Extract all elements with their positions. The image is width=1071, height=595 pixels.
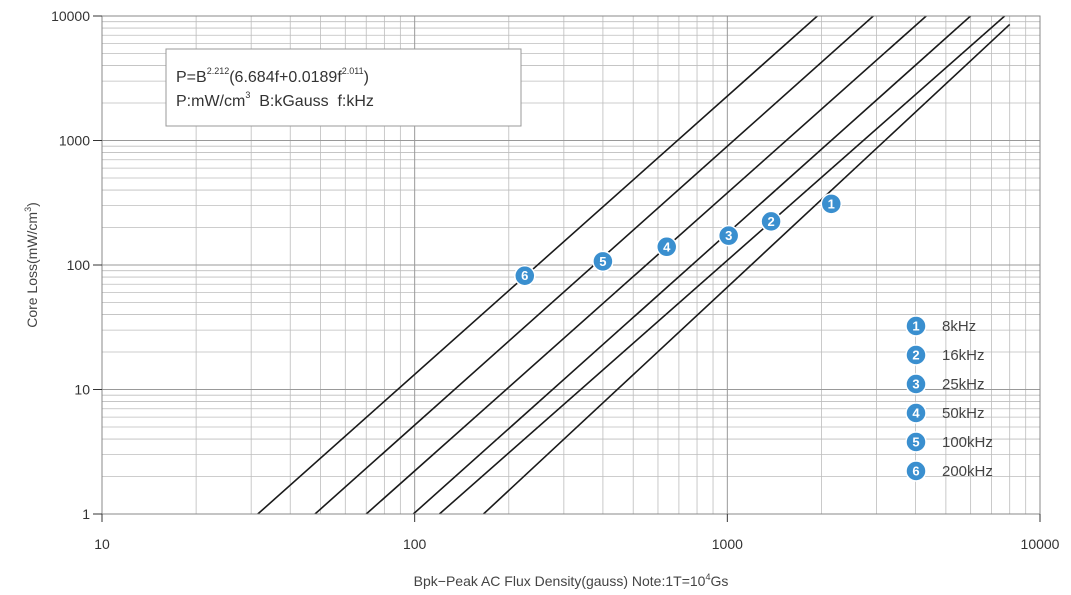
legend-label: 25kHz	[942, 376, 985, 393]
legend-marker-25kHz-circle	[905, 373, 927, 395]
legend-marker-50kHz-number: 4	[912, 406, 920, 421]
series-marker-25kHz: 3	[717, 224, 740, 247]
series-line-50kHz	[365, 16, 928, 514]
legend-marker-50kHz: 4	[905, 402, 927, 424]
formula-line-2: P:mW/cm3 B:kGauss f:kHz	[176, 90, 374, 110]
legend-marker-16kHz: 2	[905, 344, 927, 366]
legend-marker-100kHz-circle	[905, 431, 927, 453]
x-tick-label: 10000	[1021, 536, 1060, 552]
series-lines	[257, 16, 1011, 514]
legend-marker-200kHz-circle	[905, 460, 927, 482]
formula-box: P=B2.212(6.684f+0.0189f2.011) P:mW/cm3 B…	[165, 48, 522, 127]
y-tick-label: 1	[82, 506, 90, 522]
legend-marker-16kHz-circle	[905, 344, 927, 366]
series-marker-50kHz-circle	[655, 236, 678, 258]
series-marker-25kHz-circle	[717, 224, 740, 247]
y-axis-label: Core Loss(mW/cm3)	[23, 202, 40, 328]
series-markers: 1 2 3 4 5 6	[514, 193, 843, 287]
legend: 1 8kHz 2 16kHz 3 25kHz 4 50kHz 5 100kHz 6 200kHz	[905, 315, 993, 482]
legend-label: 200kHz	[942, 463, 993, 480]
series-line-8kHz	[482, 23, 1011, 514]
legend-label: 50kHz	[942, 405, 985, 422]
y-tick-label: 10	[74, 382, 90, 398]
y-tick-label: 10000	[51, 8, 90, 24]
formula-line-1: P=B2.212(6.684f+0.0189f2.011)	[176, 66, 369, 86]
legend-label: 100kHz	[942, 434, 993, 451]
series-marker-100kHz-number: 5	[599, 254, 606, 269]
legend-marker-200kHz: 6	[905, 460, 927, 482]
series-marker-50kHz-number: 4	[663, 239, 671, 254]
series-marker-25kHz-number: 3	[725, 228, 732, 243]
series-marker-16kHz-circle	[760, 210, 782, 233]
series-marker-200kHz: 6	[514, 264, 536, 287]
legend-marker-8kHz-number: 1	[912, 319, 919, 334]
legend-marker-200kHz-number: 6	[912, 464, 919, 479]
series-marker-8kHz: 1	[820, 193, 843, 215]
series-marker-8kHz-number: 1	[828, 196, 835, 211]
series-line-200kHz	[257, 16, 819, 514]
legend-label: 16kHz	[942, 347, 985, 364]
x-tick-label: 10	[94, 536, 110, 552]
legend-marker-16kHz-number: 2	[912, 348, 919, 363]
series-marker-16kHz-number: 2	[767, 214, 774, 229]
series-marker-50kHz: 4	[655, 236, 678, 258]
y-tick-label: 100	[67, 257, 91, 273]
legend-marker-50kHz-circle	[905, 402, 927, 424]
legend-marker-100kHz-number: 5	[912, 435, 919, 450]
series-marker-100kHz-circle	[592, 250, 614, 273]
x-tick-label: 1000	[712, 536, 743, 552]
series-marker-100kHz: 5	[592, 250, 614, 273]
legend-marker-100kHz: 5	[905, 431, 927, 453]
legend-marker-25kHz-number: 3	[912, 377, 919, 392]
series-line-25kHz	[412, 16, 972, 514]
legend-marker-8kHz: 1	[905, 315, 927, 337]
formula-frame	[165, 48, 522, 127]
legend-marker-8kHz-circle	[905, 315, 927, 337]
y-tick-label: 1000	[59, 133, 90, 149]
x-axis-label: Bpk−Peak AC Flux Density(gauss) Note:1T=…	[414, 572, 729, 589]
series-line-16kHz	[438, 16, 1006, 514]
series-marker-200kHz-circle	[514, 264, 536, 287]
legend-marker-25kHz: 3	[905, 373, 927, 395]
series-marker-200kHz-number: 6	[521, 268, 528, 283]
legend-label: 8kHz	[942, 318, 976, 335]
series-marker-8kHz-circle	[820, 193, 843, 215]
x-tick-label: 100	[403, 536, 427, 552]
series-marker-16kHz: 2	[760, 210, 782, 233]
